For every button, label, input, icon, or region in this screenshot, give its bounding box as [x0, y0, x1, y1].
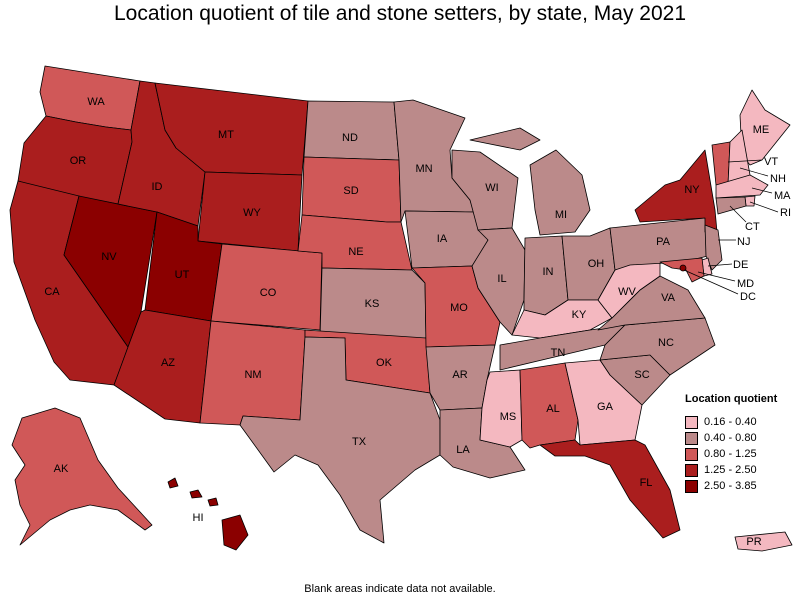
state-label-WI: WI — [485, 182, 498, 194]
state-MD[interactable] — [659, 257, 705, 283]
state-MS[interactable] — [479, 369, 523, 448]
state-label-ND: ND — [342, 132, 358, 144]
state-label-HI: HI — [193, 512, 204, 524]
state-label-MI: MI — [555, 209, 567, 221]
legend-title: Location quotient — [685, 393, 778, 405]
state-label-AL: AL — [546, 403, 559, 415]
state-label-GA: GA — [597, 401, 614, 413]
legend-item: 0.80 - 1.25 — [685, 446, 777, 462]
state-label-CO: CO — [260, 287, 277, 299]
map-title: Location quotient of tile and stone sett… — [113, 2, 687, 25]
state-label-NM: NM — [244, 369, 261, 381]
state-label-SC: SC — [634, 369, 649, 381]
state-RI[interactable] — [744, 195, 756, 207]
state-label-KY: KY — [572, 309, 587, 321]
state-VT[interactable] — [711, 141, 731, 186]
legend-swatch — [685, 415, 698, 429]
legend-label: 2.50 - 3.85 — [704, 480, 757, 492]
state-label-OK: OK — [376, 357, 393, 369]
state-label-IL: IL — [497, 273, 506, 285]
state-label-PR: PR — [746, 536, 761, 548]
legend-swatch — [685, 463, 698, 477]
state-label-SD: SD — [343, 185, 358, 197]
state-label-OH: OH — [588, 258, 605, 270]
state-label-TX: TX — [352, 436, 367, 448]
state-label-NE: NE — [348, 246, 363, 258]
state-label-VA: VA — [661, 292, 676, 304]
state-FL[interactable] — [539, 439, 681, 539]
state-ND[interactable] — [303, 100, 400, 161]
state-label-KS: KS — [365, 298, 380, 310]
state-label-TN: TN — [551, 347, 566, 359]
state-label-IA: IA — [437, 233, 448, 245]
state-label-DE: DE — [733, 259, 748, 271]
state-label-MA: MA — [774, 190, 791, 202]
state-label-MT: MT — [218, 129, 234, 141]
state-PR[interactable] — [734, 531, 793, 552]
state-HI[interactable] — [167, 477, 249, 551]
state-label-NH: NH — [770, 173, 786, 185]
state-label-VT: VT — [764, 156, 778, 168]
state-label-MD: MD — [737, 278, 754, 290]
state-label-DC: DC — [740, 291, 756, 303]
state-NY[interactable] — [634, 149, 719, 244]
legend-swatch — [685, 479, 698, 493]
legend-label: 0.80 - 1.25 — [704, 448, 757, 460]
state-TX[interactable] — [239, 336, 441, 544]
state-IL[interactable] — [471, 227, 526, 336]
state-MA[interactable] — [715, 174, 769, 199]
legend-item: 1.25 - 2.50 — [685, 462, 777, 478]
state-label-CT: CT — [745, 221, 760, 233]
legend-swatch — [685, 431, 698, 445]
state-label-ID: ID — [152, 181, 163, 193]
state-label-AR: AR — [452, 369, 467, 381]
state-DC[interactable] — [679, 264, 687, 272]
state-MI[interactable] — [469, 127, 591, 236]
state-label-NJ: NJ — [737, 236, 750, 248]
state-label-ME: ME — [753, 124, 770, 136]
state-label-MS: MS — [500, 411, 517, 423]
state-label-AZ: AZ — [161, 357, 175, 369]
legend: Location quotient 0.16 - 0.40 0.40 - 0.8… — [685, 393, 777, 494]
state-label-PA: PA — [656, 236, 671, 248]
state-label-WV: WV — [618, 286, 636, 298]
legend-swatch — [685, 447, 698, 461]
state-label-IN: IN — [543, 266, 554, 278]
legend-label: 0.16 - 0.40 — [704, 416, 757, 428]
state-label-RI: RI — [780, 207, 791, 219]
state-AK[interactable] — [11, 407, 153, 546]
state-label-FL: FL — [640, 477, 653, 489]
state-label-CA: CA — [44, 286, 60, 298]
state-label-AK: AK — [54, 463, 69, 475]
legend-label: 1.25 - 2.50 — [704, 464, 757, 476]
state-label-WA: WA — [87, 96, 105, 108]
legend-item: 0.40 - 0.80 — [685, 430, 777, 446]
state-CT[interactable] — [715, 196, 747, 215]
state-label-WY: WY — [243, 207, 261, 219]
state-label-OR: OR — [70, 155, 87, 167]
state-label-NV: NV — [101, 251, 117, 263]
state-label-LA: LA — [456, 444, 470, 456]
state-label-NC: NC — [658, 337, 674, 349]
legend-label: 0.40 - 0.80 — [704, 432, 757, 444]
state-label-MN: MN — [415, 163, 432, 175]
state-label-MO: MO — [450, 302, 468, 314]
state-label-UT: UT — [175, 269, 190, 281]
footnote: Blank areas indicate data not available. — [304, 583, 496, 595]
state-label-NY: NY — [684, 184, 700, 196]
legend-item: 0.16 - 0.40 — [685, 414, 777, 430]
legend-item: 2.50 - 3.85 — [685, 478, 777, 494]
